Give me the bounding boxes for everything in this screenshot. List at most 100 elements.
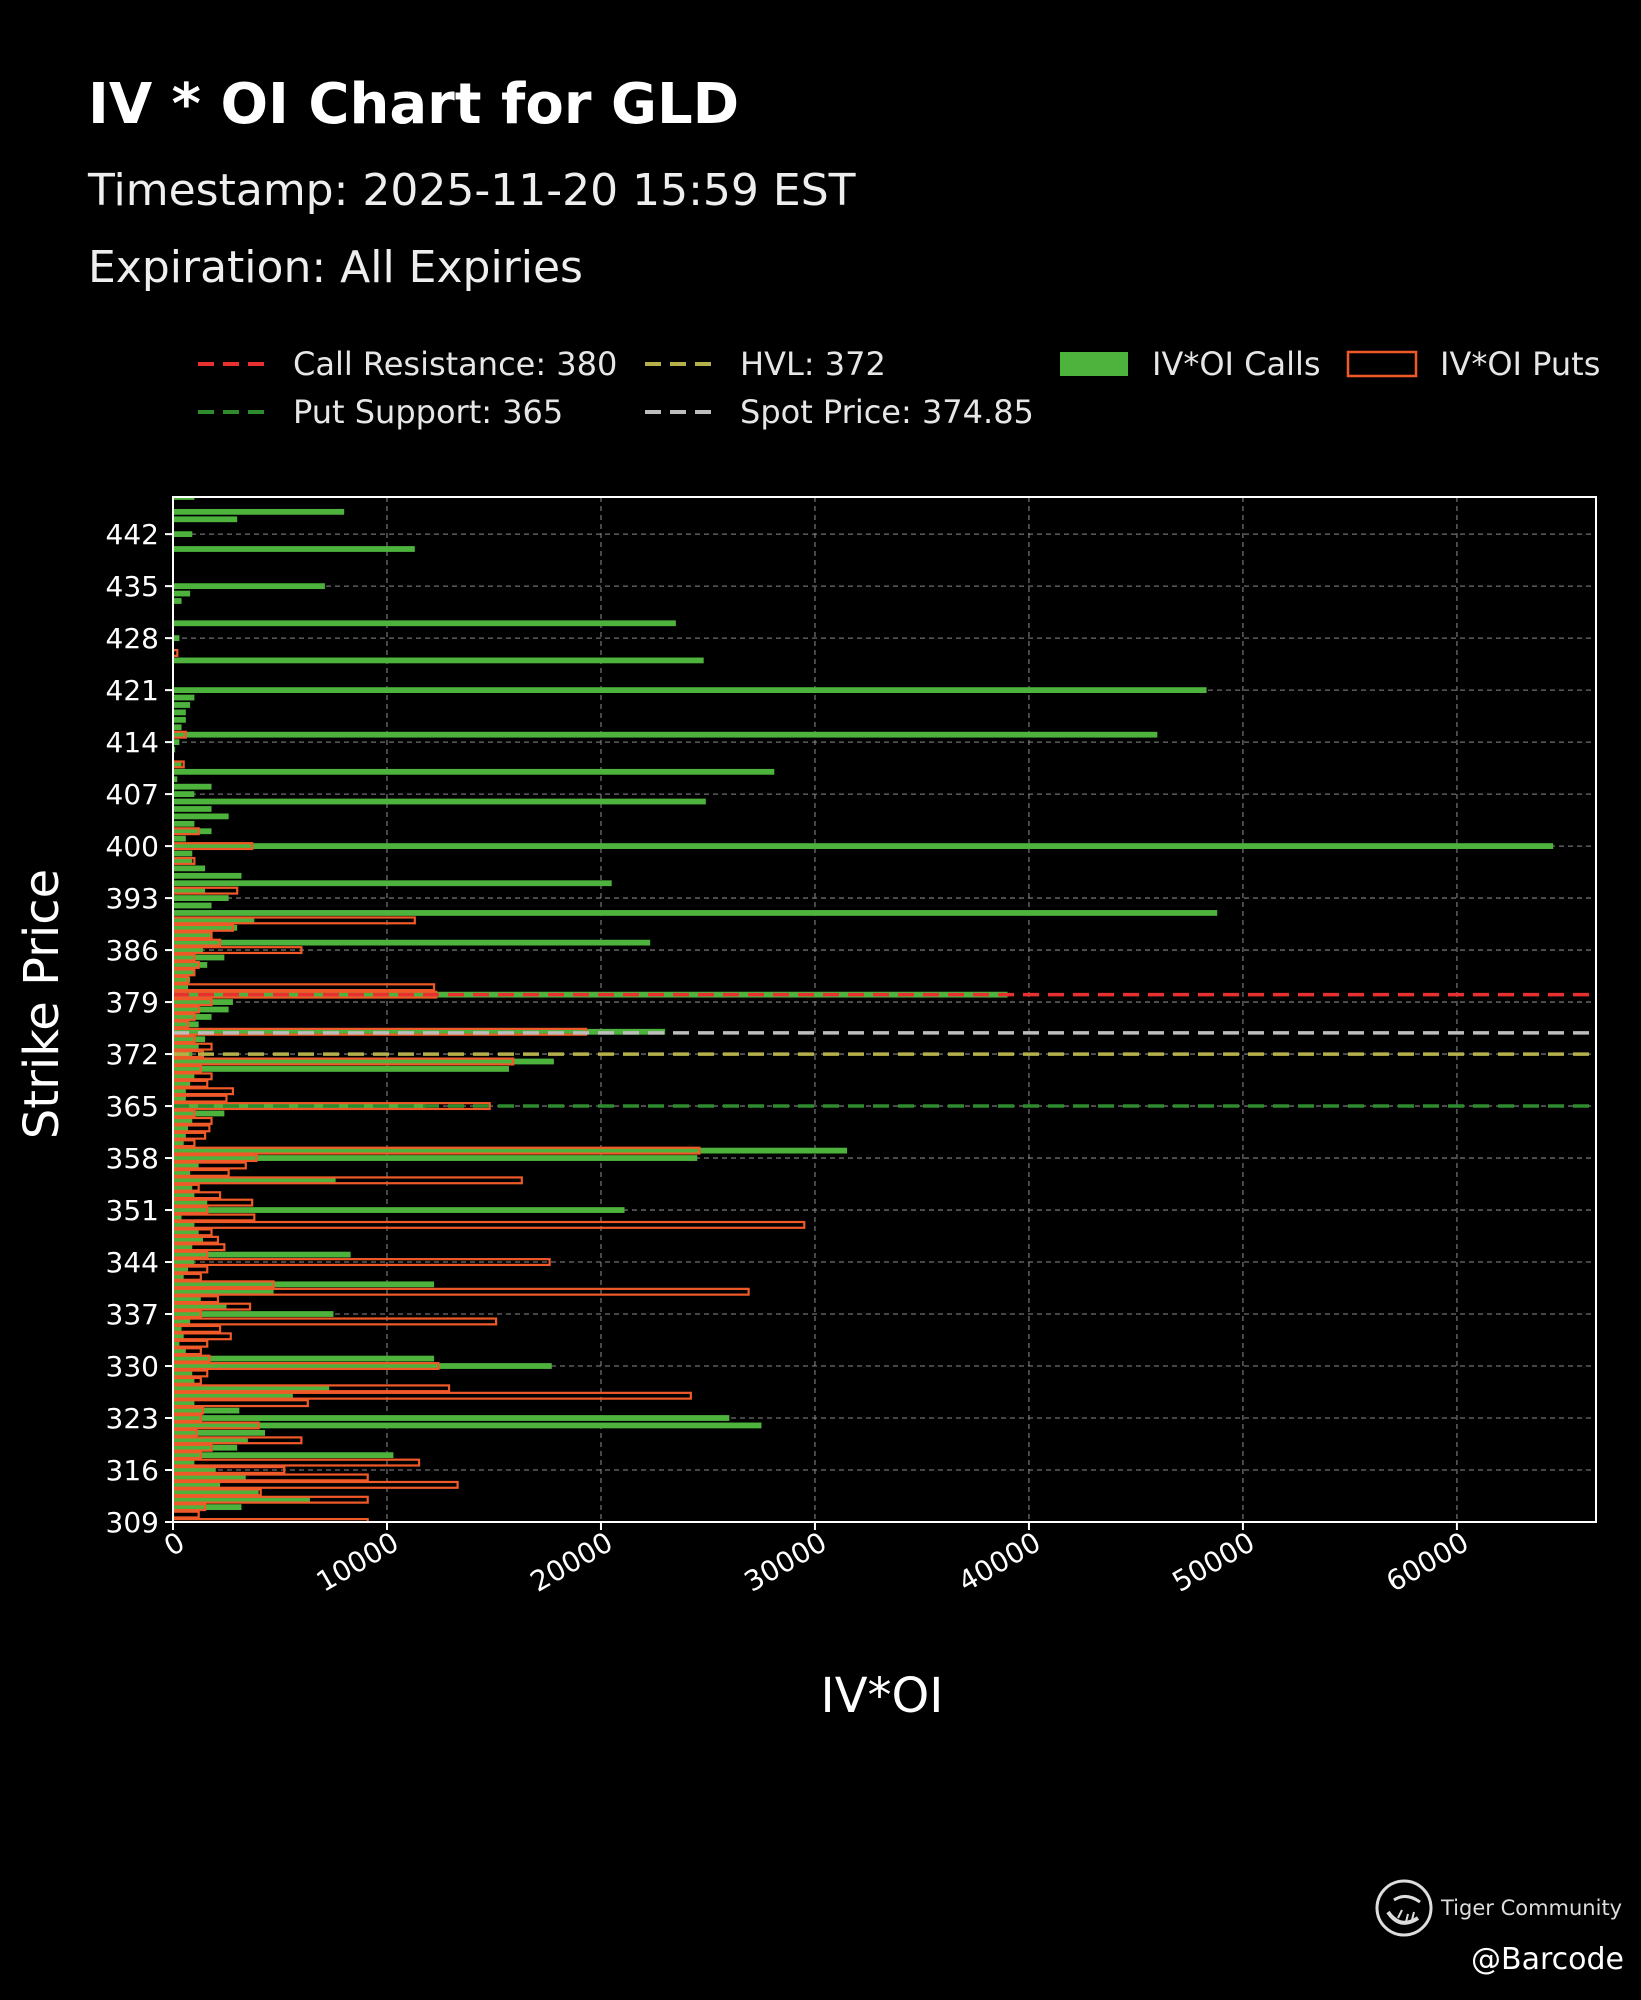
- y-tick-label: 442: [106, 518, 159, 551]
- call-bar: [173, 984, 188, 991]
- y-tick-label: 407: [106, 778, 159, 811]
- put-bar: [173, 730, 187, 739]
- call-bar: [173, 1452, 394, 1459]
- call-bar: [173, 635, 180, 642]
- call-bar: [173, 1125, 188, 1132]
- put-bar: [173, 1042, 213, 1051]
- put-bar: [173, 1265, 209, 1274]
- call-bar: [173, 724, 182, 731]
- put-bar: [173, 1503, 207, 1512]
- put-bar: [173, 1518, 369, 1522]
- put-bar: [173, 1102, 491, 1111]
- put-bar: [173, 1243, 226, 1252]
- y-tick-label: 435: [106, 570, 159, 603]
- call-bar: [173, 1459, 195, 1466]
- call-bar: [173, 1118, 193, 1124]
- y-tick-label: 372: [106, 1038, 159, 1071]
- put-bar: [173, 1332, 232, 1341]
- call-bar: [173, 709, 186, 716]
- call-bar: [173, 1207, 625, 1213]
- put-bar: [173, 1131, 207, 1140]
- legend: Call Resistance: 380 HVL: 372 IV*OI Calls I…: [198, 345, 1600, 431]
- y-tick-label: 393: [106, 882, 159, 915]
- put-bar: [173, 1168, 230, 1177]
- call-bar: [173, 843, 1554, 849]
- call-bar: [173, 546, 415, 552]
- x-tick-label: 50000: [1167, 1525, 1261, 1598]
- call-bar: [173, 768, 775, 775]
- call-bar: [173, 1080, 191, 1087]
- call-bar: [173, 813, 229, 820]
- call-bar: [173, 1325, 182, 1332]
- call-bar: [173, 516, 238, 523]
- call-bar: [173, 1147, 848, 1154]
- put-bar: [173, 1272, 202, 1281]
- put-bar: [173, 1020, 190, 1029]
- call-bar: [173, 776, 178, 783]
- x-axis-label: IV*OI: [821, 1668, 944, 1724]
- legend-label: IV*OI Puts: [1440, 345, 1600, 383]
- x-tick-label: 20000: [525, 1525, 619, 1598]
- call-bar: [173, 761, 182, 768]
- call-bar: [173, 1348, 186, 1355]
- call-bar: [173, 924, 238, 931]
- call-bar: [173, 991, 1008, 998]
- put-bar: [173, 1250, 209, 1259]
- call-bar: [173, 865, 206, 872]
- call-bar: [173, 1318, 191, 1325]
- x-tick-label: 10000: [311, 1525, 405, 1598]
- put-bar: [173, 1035, 196, 1044]
- call-bar: [173, 887, 206, 894]
- put-bar: [173, 1391, 692, 1400]
- call-bar: [173, 895, 229, 901]
- put-bar: [173, 1436, 303, 1445]
- call-bar: [173, 872, 242, 879]
- put-bar: [173, 1161, 247, 1170]
- call-bar: [173, 910, 1218, 916]
- put-bar: [173, 827, 200, 836]
- call-bar: [173, 1043, 199, 1050]
- call-bar: [173, 1251, 351, 1258]
- call-bar: [173, 1377, 195, 1384]
- call-bar: [173, 976, 191, 983]
- put-bar: [173, 1324, 222, 1333]
- put-bar: [173, 960, 200, 969]
- put-bar: [173, 1176, 523, 1185]
- call-bar: [173, 962, 208, 968]
- legend-label: IV*OI Calls: [1152, 345, 1321, 383]
- y-tick-label: 309: [106, 1506, 159, 1539]
- chart-timestamp: Timestamp: 2025-11-20 15:59 EST: [88, 165, 856, 216]
- call-bar: [173, 590, 191, 597]
- put-bar: [173, 968, 196, 977]
- call-bar: [173, 1155, 698, 1161]
- call-bar: [173, 1170, 191, 1176]
- call-bar: [173, 1192, 195, 1199]
- call-bar: [173, 1303, 227, 1310]
- call-bar: [173, 531, 193, 538]
- put-bar: [173, 1495, 369, 1504]
- put-bar: [173, 1206, 209, 1215]
- call-bar: [173, 657, 704, 664]
- call-bar: [173, 1177, 336, 1184]
- x-tick-label: 0: [158, 1525, 190, 1562]
- call-bar: [173, 1481, 221, 1488]
- y-tick-label: 344: [106, 1246, 159, 1279]
- call-bar: [173, 1281, 435, 1288]
- call-bar: [173, 798, 706, 805]
- call-bar: [173, 1236, 203, 1243]
- call-bar: [173, 508, 345, 515]
- call-bar: [173, 1259, 195, 1265]
- put-bar: [173, 1235, 220, 1244]
- put-bar: [173, 1146, 701, 1155]
- call-bar: [173, 806, 212, 812]
- put-bar: [173, 1510, 200, 1519]
- y-axis-label: Strike Price: [14, 869, 70, 1139]
- put-bar: [173, 946, 303, 955]
- call-bar: [173, 620, 676, 627]
- call-bar: [173, 791, 195, 797]
- put-bar: [173, 1317, 498, 1326]
- put-bar: [173, 1376, 202, 1385]
- call-bar: [173, 1132, 186, 1139]
- call-bar: [173, 1437, 248, 1444]
